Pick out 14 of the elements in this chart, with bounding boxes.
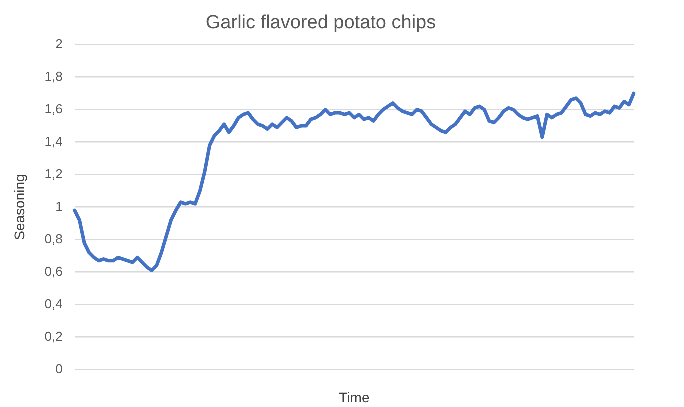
y-tick-label: 1 [56,198,63,214]
y-tick-label: 0,2 [44,328,63,344]
y-tick-label: 1,4 [44,134,63,149]
y-tick-label: 0,8 [44,231,63,246]
x-axis-title: Time [339,389,370,406]
y-tick-label: 0,4 [44,296,63,312]
y-tick-label: 0 [56,361,63,376]
y-tick-label: 1,2 [44,166,63,182]
y-tick-label: 2 [56,36,63,52]
y-axis-title: Seasoning [11,174,28,240]
chart-title: Garlic flavored potato chips [206,12,436,34]
y-tick-label: 0,6 [44,264,63,279]
y-tick-label: 1,8 [44,68,63,84]
y-tick-label: 1,6 [44,101,63,116]
